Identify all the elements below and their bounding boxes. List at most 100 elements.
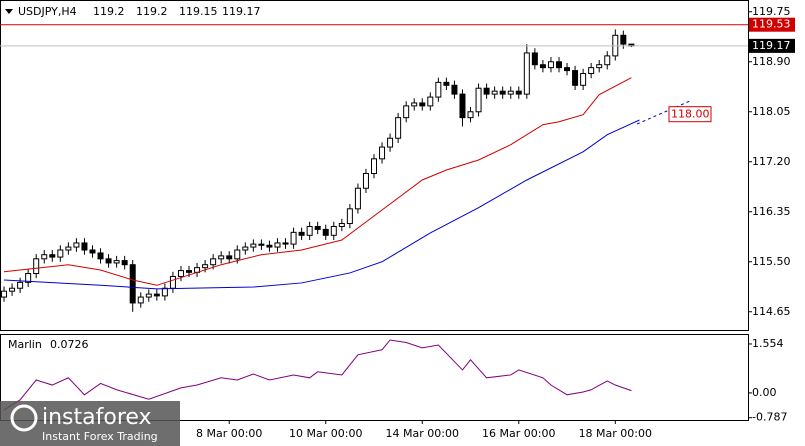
candle-body xyxy=(596,64,603,69)
sub-frame xyxy=(0,334,749,421)
candle-body xyxy=(427,96,434,107)
chart-title: USDJPY,H4 xyxy=(18,5,77,18)
candle-body xyxy=(105,258,112,264)
moving-average xyxy=(3,119,640,290)
candle-body xyxy=(507,90,514,95)
candle-body xyxy=(371,158,377,175)
annotation-box xyxy=(668,106,712,123)
candle-body xyxy=(483,87,490,95)
ohlc-open: 119.2 xyxy=(93,5,125,18)
candle-body xyxy=(177,270,184,277)
candle-body xyxy=(65,246,72,251)
y-tick-label: -0.787 xyxy=(752,411,787,424)
candle-body xyxy=(346,208,353,225)
candle-body xyxy=(523,52,530,95)
candle-body xyxy=(57,249,64,258)
candle-body xyxy=(129,264,136,304)
price-label: 119.17 xyxy=(752,39,791,52)
candle-body xyxy=(451,84,458,95)
candle-body xyxy=(242,246,249,251)
candle-body xyxy=(97,252,104,260)
indicator-name: Marlin xyxy=(8,338,42,351)
candle-body xyxy=(161,287,168,297)
candle-body xyxy=(234,249,241,260)
watermark: instaforex Instant Forex Trading xyxy=(0,401,180,446)
x-tick-label: 18 Mar 00:00 xyxy=(579,427,652,440)
candle-body xyxy=(81,242,88,251)
candle-body xyxy=(539,64,546,69)
candle-body xyxy=(73,242,80,248)
candle-body xyxy=(362,173,369,189)
candle-body xyxy=(379,146,386,160)
candle-body xyxy=(475,87,482,113)
trend-extension xyxy=(636,100,691,125)
candle-body xyxy=(419,102,426,107)
candle-body xyxy=(218,255,225,260)
y-tick-label: 119.75 xyxy=(752,5,791,18)
candle-body xyxy=(202,264,209,269)
candle-body xyxy=(298,231,305,236)
candle-body xyxy=(459,93,466,119)
candle-body xyxy=(282,242,289,245)
y-tick-label: 118.05 xyxy=(752,105,791,118)
candle-body xyxy=(274,242,281,248)
y-tick-label: 0.00 xyxy=(752,386,777,399)
candle-body xyxy=(322,228,329,236)
candle-body xyxy=(443,81,450,86)
candle-body xyxy=(137,296,144,304)
candle-body xyxy=(17,281,24,289)
y-tick-label: 114.65 xyxy=(752,305,791,318)
candle-body xyxy=(604,55,611,66)
x-tick-label: 16 Mar 00:00 xyxy=(482,427,555,440)
candle-body xyxy=(25,273,32,283)
watermark-brand: instaforex xyxy=(42,405,152,430)
candle-body xyxy=(290,231,297,245)
x-tick-label: 10 Mar 00:00 xyxy=(289,427,362,440)
candle-body xyxy=(169,275,176,289)
candle-body xyxy=(330,225,337,236)
candle-body xyxy=(403,105,410,119)
candle-body xyxy=(588,67,595,75)
candle-body xyxy=(33,258,40,275)
candle-body xyxy=(531,52,538,66)
y-tick-label: 115.50 xyxy=(752,255,791,268)
menu-arrow[interactable] xyxy=(5,9,13,14)
candle-body xyxy=(153,293,160,297)
level-label: 119.53 xyxy=(752,18,791,31)
y-tick-label: 116.35 xyxy=(752,205,791,218)
candle-body xyxy=(395,117,402,139)
ohlc-low: 119.15 xyxy=(179,5,218,18)
level-label-box xyxy=(749,17,795,32)
annotation-label: 118.00 xyxy=(671,108,710,121)
candle-body xyxy=(113,260,120,264)
candle-body xyxy=(491,90,498,95)
candle-body xyxy=(41,254,48,260)
candle-body xyxy=(620,34,627,45)
candle-body xyxy=(572,70,579,86)
candle-body xyxy=(306,225,313,236)
candle-body xyxy=(387,137,394,148)
ohlc-high: 119.2 xyxy=(136,5,168,18)
y-tick-label: 117.20 xyxy=(752,155,791,168)
y-tick-label: 1.554 xyxy=(752,337,784,350)
price-label-box xyxy=(749,38,795,53)
candle-body xyxy=(515,90,522,95)
ohlc-close: 119.17 xyxy=(222,5,261,18)
candle-body xyxy=(314,225,321,230)
candle-body xyxy=(9,287,16,292)
candle-body xyxy=(411,102,418,107)
x-tick-label: 14 Mar 00:00 xyxy=(386,427,459,440)
candle-body xyxy=(49,254,56,258)
candle-body xyxy=(467,111,474,119)
candle-body xyxy=(258,243,265,246)
candle-body xyxy=(210,258,217,266)
candle-body xyxy=(226,255,233,260)
candle-body xyxy=(250,243,257,248)
candle-body xyxy=(580,73,587,86)
candle-body xyxy=(564,67,571,72)
candle-body xyxy=(121,260,128,266)
indicator-value: 0.0726 xyxy=(50,338,89,351)
